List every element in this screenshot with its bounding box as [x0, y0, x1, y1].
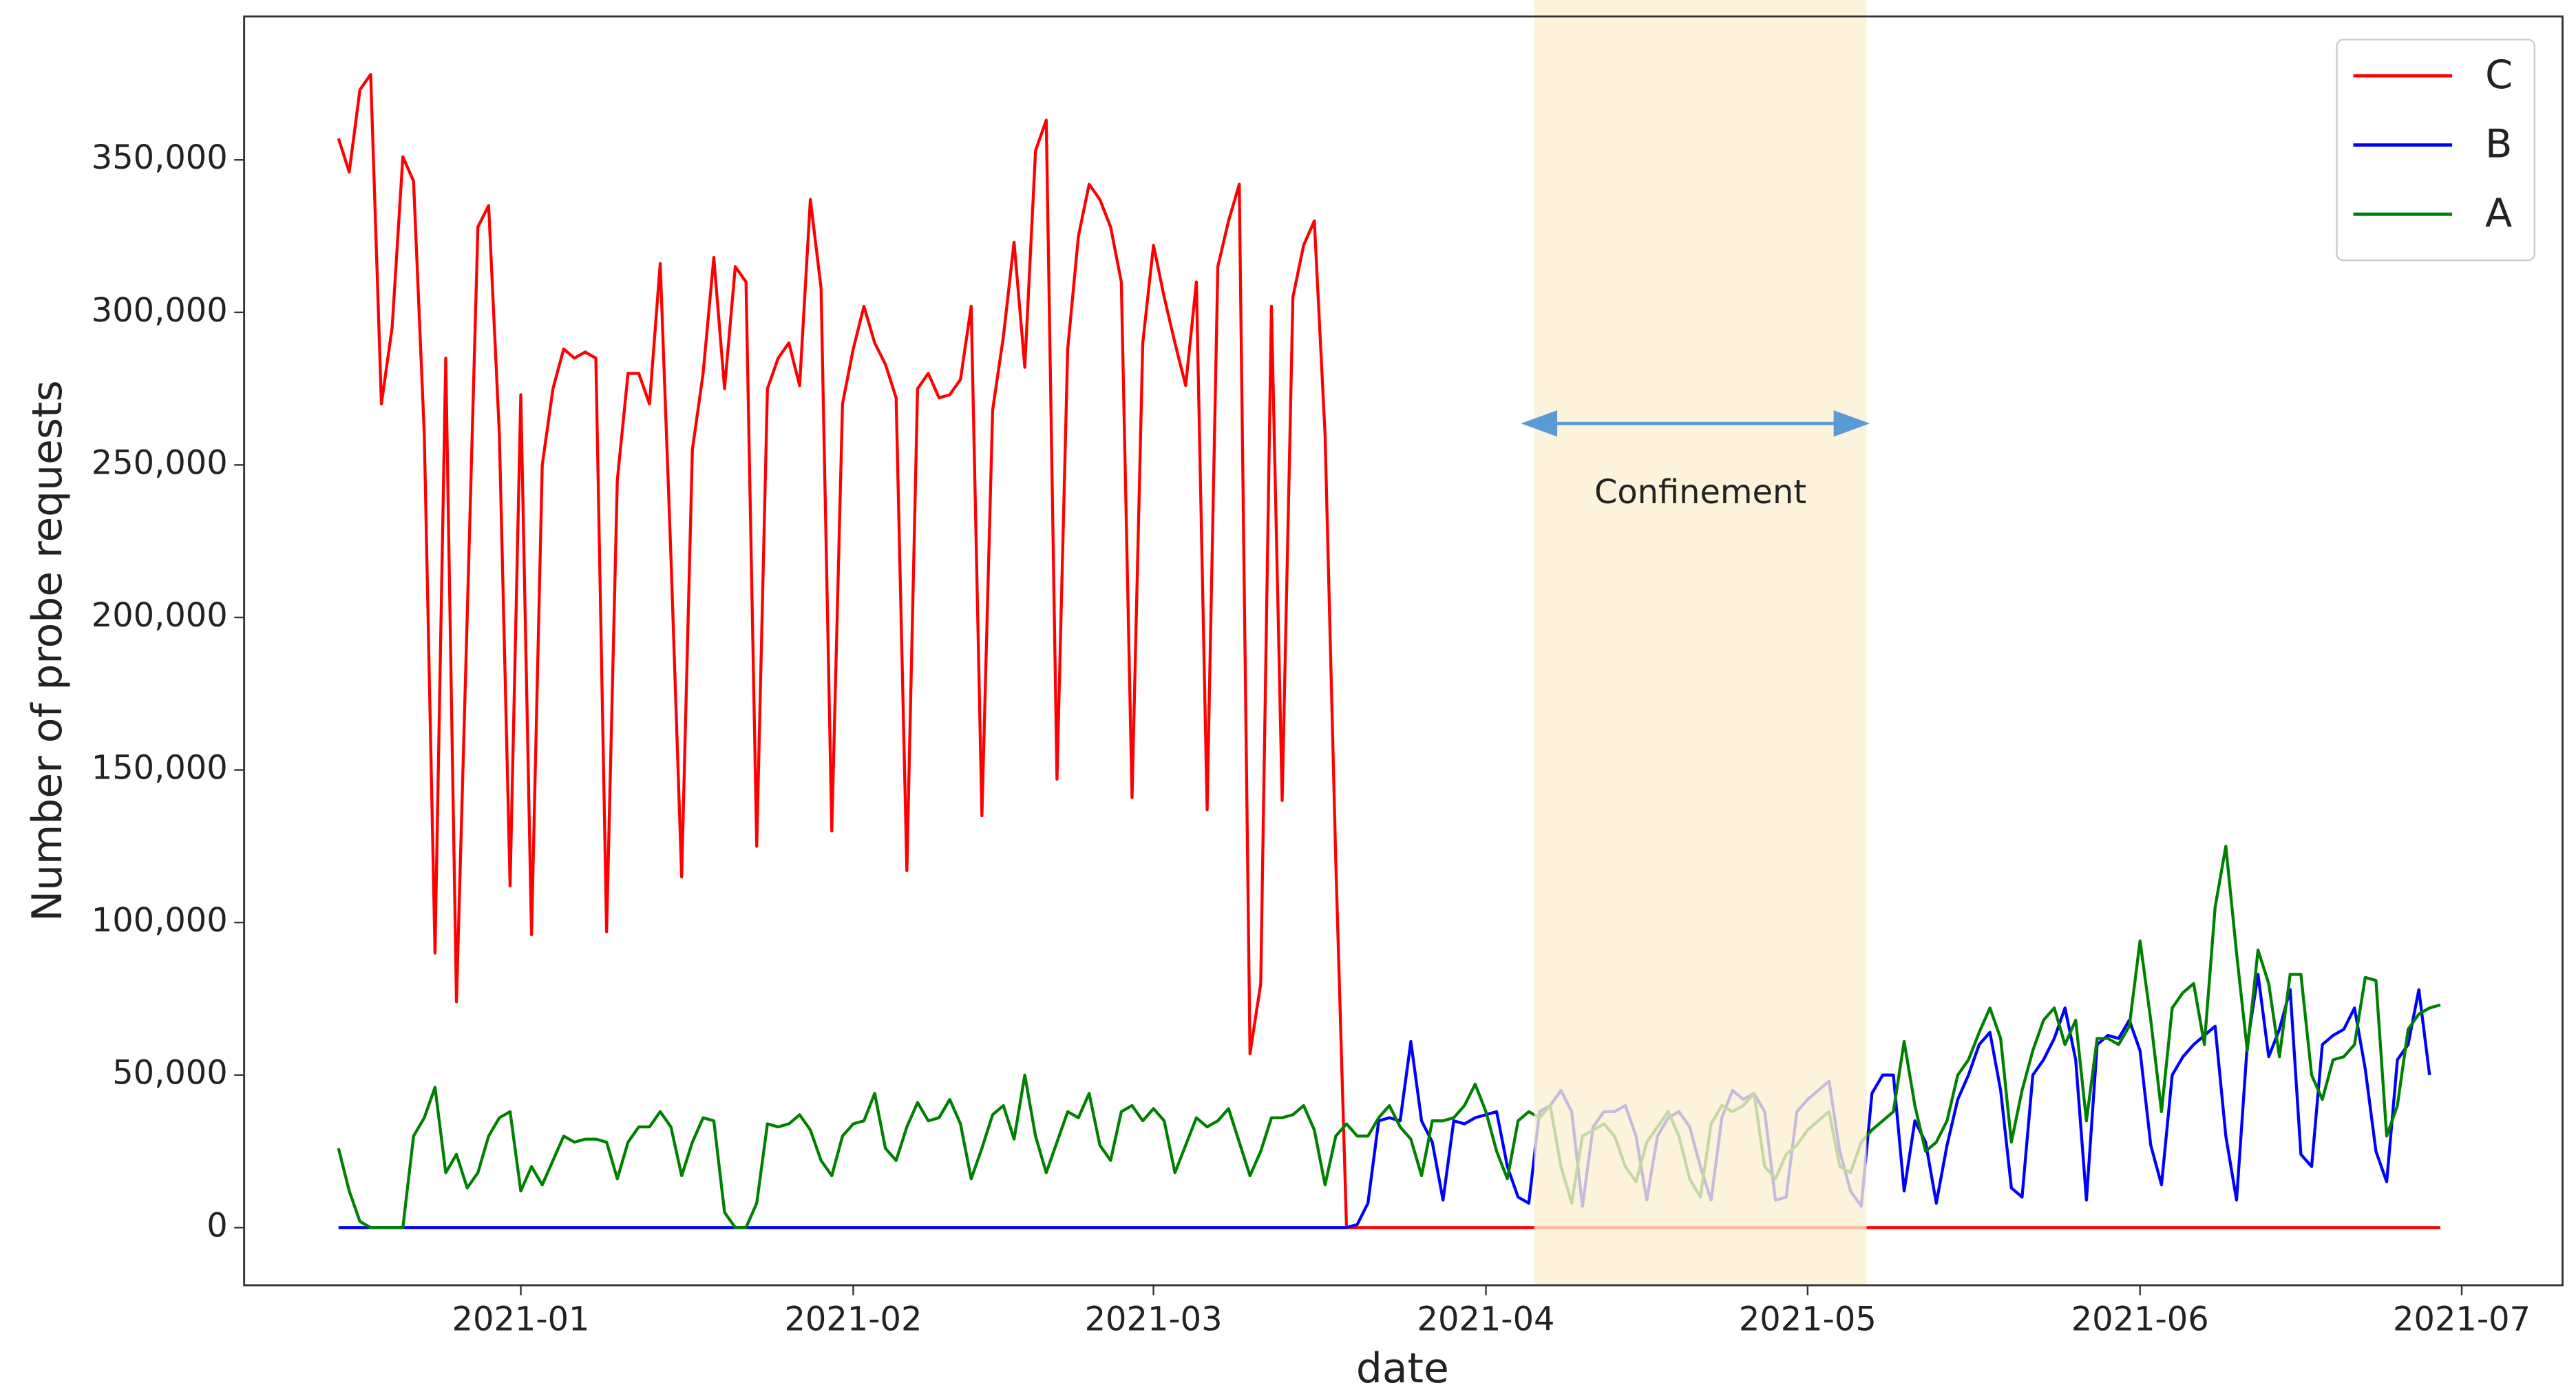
- y-tick-label: 300,000: [92, 292, 228, 330]
- confinement-span: [1534, 0, 1867, 1286]
- x-tick-label: 2021-07: [2393, 1301, 2531, 1339]
- x-tick-label: 2021-06: [2071, 1301, 2209, 1339]
- legend-label: C: [2485, 52, 2513, 98]
- arrow-head: [1521, 410, 1558, 437]
- plot-frame: [243, 15, 2564, 1287]
- y-axis-label: Number of probe requests: [23, 380, 72, 921]
- series-line: [338, 973, 2431, 1229]
- arrow-head: [1833, 410, 1870, 437]
- x-tick-label: 2021-03: [1085, 1301, 1223, 1339]
- y-tick-label: 250,000: [92, 444, 228, 482]
- y-tick-label: 50,000: [112, 1055, 227, 1092]
- y-tick-label: 200,000: [92, 597, 228, 635]
- x-tick-label: 2021-01: [452, 1301, 590, 1339]
- y-tick-label: 150,000: [92, 750, 228, 788]
- y-tick-label: 100,000: [92, 902, 228, 940]
- y-tick-label: 0: [207, 1207, 227, 1245]
- legend-label: A: [2485, 190, 2512, 236]
- series-line: [337, 845, 2441, 1229]
- x-tick-label: 2021-02: [784, 1301, 922, 1339]
- x-tick-label: 2021-05: [1739, 1301, 1877, 1339]
- annotation: Confinement: [1594, 474, 1806, 511]
- legend-label: B: [2485, 121, 2512, 167]
- series-line: [337, 72, 2440, 1229]
- x-tick-label: 2021-04: [1417, 1301, 1555, 1339]
- x-axis-label: date: [1356, 1344, 1449, 1393]
- legend-box: [2336, 39, 2535, 262]
- y-tick-label: 350,000: [92, 139, 228, 177]
